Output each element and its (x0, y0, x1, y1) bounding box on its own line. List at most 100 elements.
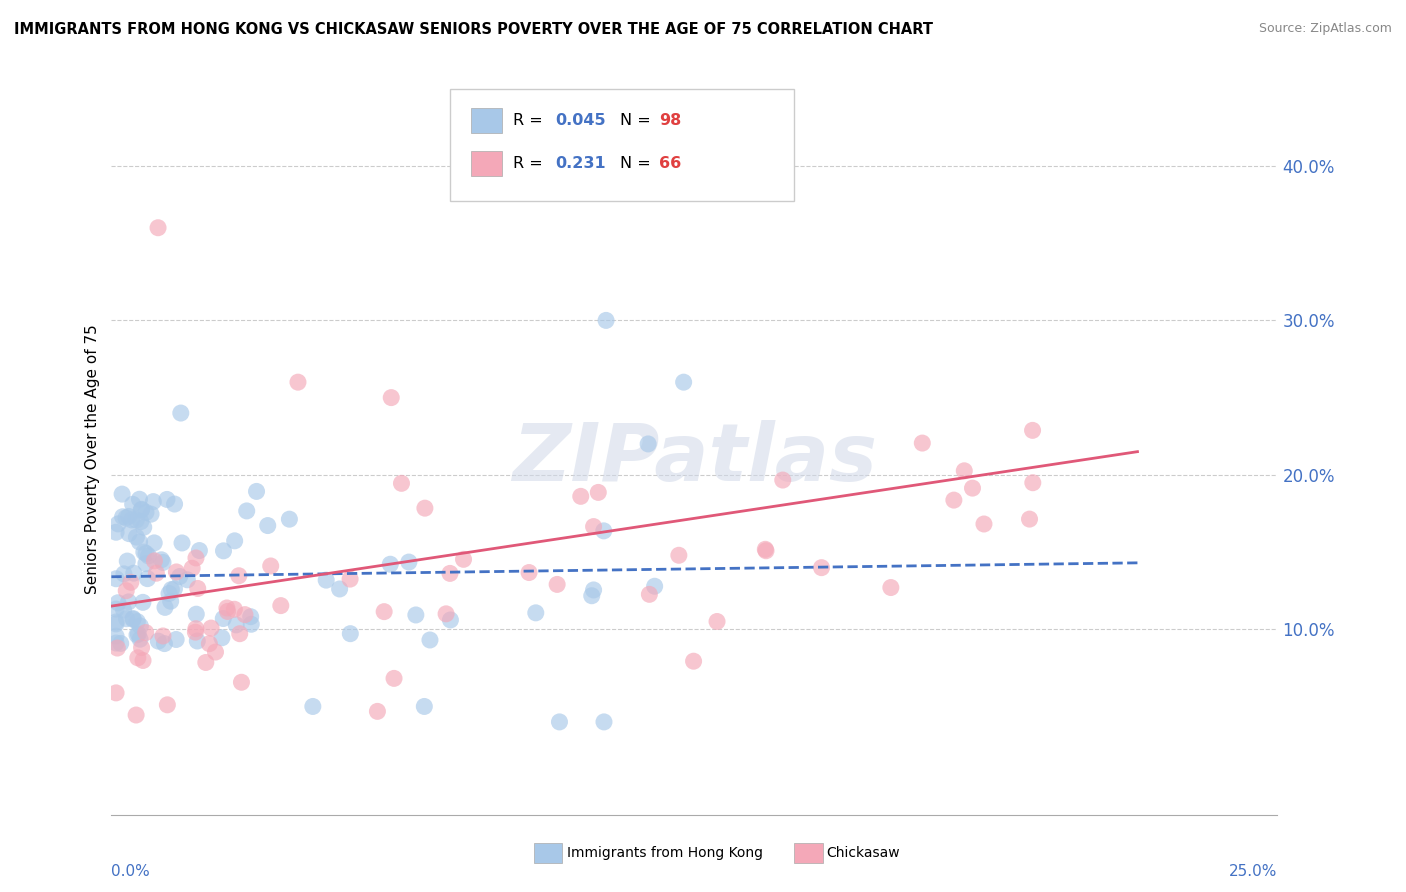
Point (194, 656, 217, 670)
Point (131, 640, 153, 655)
Point (127, 615, 149, 629)
Point (132, 520, 155, 534)
Point (117, 595, 139, 609)
Point (105, 616, 128, 631)
Point (157, 586, 180, 600)
Point (672, 375, 695, 389)
Point (122, 611, 145, 625)
Text: N =: N = (620, 156, 657, 170)
Text: R =: R = (513, 113, 548, 128)
Point (524, 606, 547, 620)
Point (105, 525, 128, 540)
Point (129, 619, 152, 633)
Point (339, 572, 361, 586)
Point (110, 636, 132, 650)
Point (200, 621, 222, 635)
Point (115, 612, 138, 626)
Point (668, 549, 690, 563)
Point (239, 609, 262, 624)
Point (136, 572, 159, 586)
Point (569, 489, 592, 503)
Point (105, 636, 128, 650)
Point (128, 535, 150, 549)
Point (176, 573, 198, 587)
Point (706, 615, 728, 629)
Point (953, 464, 976, 478)
Point (398, 555, 420, 569)
Text: Chickasaw: Chickasaw (827, 846, 900, 860)
Point (105, 602, 128, 616)
Point (439, 613, 461, 627)
Point (125, 708, 148, 723)
Point (131, 502, 153, 516)
Point (810, 560, 832, 574)
Point (152, 556, 174, 570)
Point (135, 547, 157, 561)
Point (391, 476, 413, 491)
Point (942, 493, 965, 508)
Point (256, 518, 278, 533)
Point (373, 605, 395, 619)
Point (215, 601, 238, 615)
Point (184, 622, 207, 636)
Point (880, 581, 903, 595)
Point (231, 675, 253, 690)
Point (107, 596, 129, 610)
Point (125, 628, 148, 642)
Point (156, 698, 179, 712)
Point (582, 582, 605, 597)
Point (163, 497, 186, 511)
Point (593, 714, 616, 729)
Point (682, 654, 704, 668)
Point (139, 507, 162, 521)
Text: R =: R = (513, 156, 548, 170)
Point (260, 558, 283, 573)
Point (278, 512, 301, 526)
Point (135, 625, 157, 640)
Point (121, 513, 143, 527)
Point (517, 566, 540, 580)
Point (339, 626, 361, 640)
Point (233, 607, 256, 622)
Text: Immigrants from Hong Kong: Immigrants from Hong Kong (567, 846, 762, 860)
Point (380, 391, 402, 405)
Point (143, 554, 166, 568)
Point (187, 582, 209, 596)
Point (439, 566, 461, 581)
Point (225, 618, 247, 632)
Point (188, 543, 211, 558)
Point (105, 572, 128, 586)
Point (111, 509, 134, 524)
Point (111, 487, 134, 501)
Point (143, 536, 166, 550)
Point (105, 686, 128, 700)
Point (224, 602, 246, 616)
Point (637, 437, 659, 451)
Point (595, 313, 617, 327)
Point (128, 492, 150, 507)
Point (453, 552, 475, 566)
Text: 66: 66 (659, 156, 682, 170)
Point (1021, 423, 1043, 437)
Point (142, 494, 165, 508)
Point (204, 645, 226, 659)
Point (122, 612, 145, 626)
Point (229, 626, 252, 640)
Point (145, 566, 167, 581)
Point (962, 481, 984, 495)
Point (160, 582, 183, 597)
Point (165, 632, 187, 647)
Point (588, 485, 610, 500)
Point (156, 492, 179, 507)
Point (127, 650, 149, 665)
Point (366, 705, 388, 719)
Y-axis label: Seniors Poverty Over the Age of 75: Seniors Poverty Over the Age of 75 (86, 325, 100, 594)
Point (112, 566, 135, 581)
Point (329, 582, 352, 596)
Point (582, 519, 605, 533)
Point (129, 503, 152, 517)
Point (150, 553, 173, 567)
Point (115, 583, 138, 598)
Point (270, 599, 292, 613)
Point (122, 566, 145, 581)
